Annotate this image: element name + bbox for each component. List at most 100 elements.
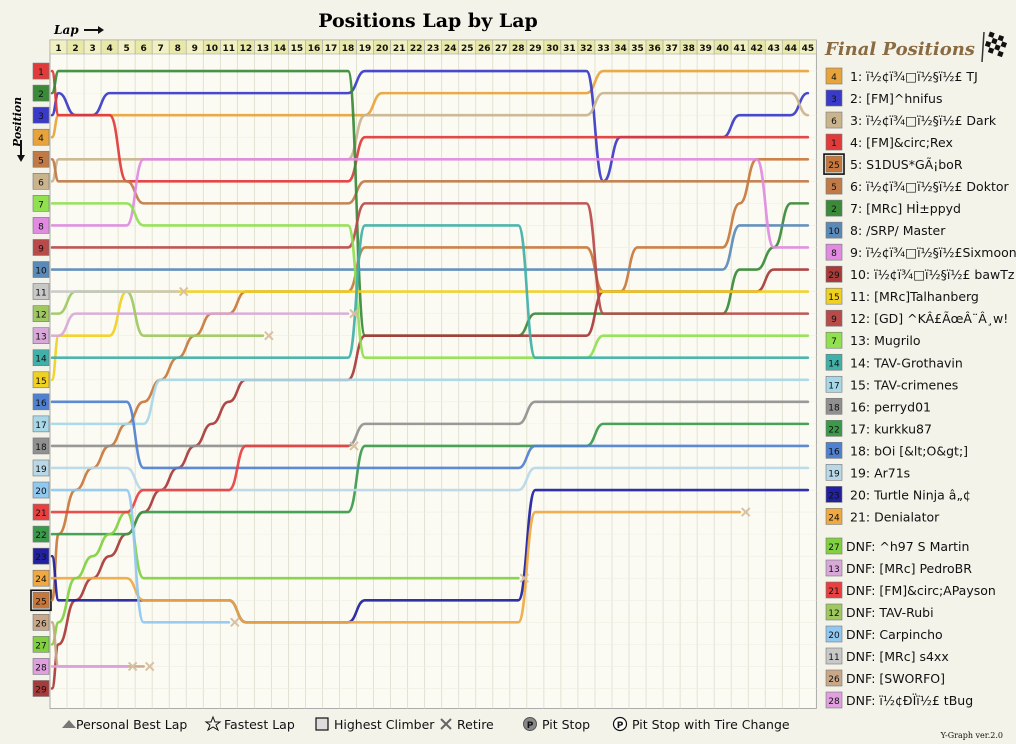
series-line: [50, 69, 810, 139]
grid-position-label: 9: [38, 244, 44, 254]
standing-grid-number: 19: [828, 469, 840, 479]
grid-position-box: [32, 261, 50, 278]
standing-grid-number: 9: [831, 315, 837, 325]
retire-icon: [264, 330, 274, 341]
grid-position-label: 1: [38, 68, 44, 78]
standing-grid-number: 1: [831, 139, 837, 149]
grid-position-label: 5: [38, 156, 44, 166]
lap-tick-label: 6: [141, 44, 147, 54]
standing-grid-number: 3: [831, 95, 837, 105]
grid-position-box: [32, 437, 50, 455]
retire-icon: [349, 441, 359, 451]
grid-position-box: [32, 195, 50, 212]
standing-label: 9: ï½¢ï¾□ï½§ï½£Sixmoon: [850, 245, 1016, 260]
grid-position-label: 7: [38, 200, 44, 210]
grid-position-box: [32, 459, 50, 477]
dnf-label: DNF: Carpincho: [846, 627, 943, 642]
dnf-grid-number: 13: [828, 565, 839, 575]
retire-icon: [519, 573, 530, 583]
highest-climber-frame: [823, 153, 845, 175]
lap-tick-label: 31: [563, 44, 576, 54]
series-line: [50, 157, 810, 249]
dnf-label: DNF: ^h97 S Martin: [846, 539, 969, 554]
standing-grid-box: [825, 265, 843, 283]
standing-label: 14: TAV-Grothavin: [850, 355, 963, 370]
lap-tick-label: 1: [55, 44, 61, 54]
series-line: [50, 488, 231, 624]
standing-grid-number: 6: [831, 117, 837, 127]
grid-position-label: 6: [38, 178, 44, 188]
standing-grid-box: [825, 199, 843, 217]
grid-position-box: [32, 84, 50, 102]
standing-grid-number: 18: [828, 403, 840, 413]
standing-label: 5: S1DUS*GÃ¡boR: [850, 157, 963, 172]
lap-tick-label: 23: [427, 44, 440, 54]
dnf-grid-box: [825, 603, 843, 621]
series-line: [50, 224, 810, 360]
lap-tick-label: 33: [597, 44, 610, 54]
grid-position-label: 20: [35, 487, 47, 497]
flag-square: [988, 31, 995, 38]
legend-label: Retire: [457, 717, 494, 732]
standing-grid-box: [825, 243, 843, 261]
lap-tick-label: 28: [512, 44, 525, 54]
standing-grid-number: 14: [828, 359, 840, 369]
dnf-label: DNF: [MRc] s4xx: [846, 649, 949, 664]
standing-label: 21: Denialator: [850, 509, 940, 524]
lap-tick-label: 27: [495, 44, 508, 54]
grid-position-box: [32, 327, 50, 344]
legend-label: Pit Stop: [542, 717, 590, 732]
lap-tick-label: 14: [274, 44, 287, 54]
fastest-lap-icon: [204, 715, 222, 732]
lap-tick-label: 10: [206, 44, 219, 54]
grid-position-label: 4: [38, 134, 44, 144]
pit-stop-tire-change-icon: [612, 716, 628, 732]
standing-grid-box: [825, 155, 843, 173]
series-line: [50, 510, 520, 646]
legend-label: Pit Stop with Tire Change: [632, 717, 790, 732]
flag-square: [994, 44, 1001, 51]
y-axis-arrow-icon: [17, 140, 25, 162]
pit-stop-icon: [523, 717, 537, 731]
standing-grid-number: 29: [828, 271, 840, 281]
standing-grid-box: [825, 287, 843, 305]
dnf-grid-box: [825, 647, 843, 665]
legend-label: Fastest Lap: [224, 717, 295, 732]
grid-position-label: 8: [38, 222, 44, 232]
checkered-flag-icon: [981, 31, 1008, 63]
standing-label: 13: Mugrilo: [850, 333, 920, 348]
pit-stop-tire-change-letter: P: [617, 721, 624, 731]
standing-grid-box: [825, 133, 843, 151]
lap-tick-label: 15: [291, 44, 304, 54]
dnf-grid-number: 27: [828, 543, 839, 553]
pit-stop-icon-letter: P: [527, 721, 534, 731]
grid-position-box: [32, 569, 50, 587]
lap-tick-label: 5: [124, 44, 130, 54]
standing-grid-box: [825, 331, 843, 349]
grid-position-label: 11: [35, 289, 46, 299]
lap-tick-label: 35: [631, 44, 644, 54]
grid-position-box: [32, 106, 50, 124]
lap-tick-label: 11: [223, 44, 236, 54]
standing-grid-box: [825, 111, 843, 129]
retire-icon: [230, 617, 240, 628]
dnf-grid-number: 28: [828, 697, 840, 707]
standing-grid-box: [825, 309, 843, 327]
standing-label: 2: [FM]^hnifus: [850, 91, 943, 106]
retire-icon: [741, 507, 751, 517]
standing-label: 10: ï½¢ï¾□ï½§ï½£ bawTz: [850, 267, 1015, 282]
grid-position-box: [32, 371, 50, 389]
lap-tick-label: 44: [785, 44, 798, 54]
standing-grid-box: [825, 486, 843, 503]
series-line: [50, 422, 810, 536]
series-line: [50, 312, 350, 337]
standing-grid-number: 7: [831, 337, 837, 347]
series-line: [50, 378, 810, 426]
lap-tick-label: 7: [158, 44, 164, 54]
grid-position-label: 15: [35, 377, 46, 387]
x-axis-arrow-head: [98, 26, 104, 34]
grid-position-label: 14: [35, 355, 47, 365]
grid-position-label: 16: [35, 399, 47, 409]
lap-tick-label: 37: [665, 44, 678, 54]
series-line: [50, 400, 810, 470]
